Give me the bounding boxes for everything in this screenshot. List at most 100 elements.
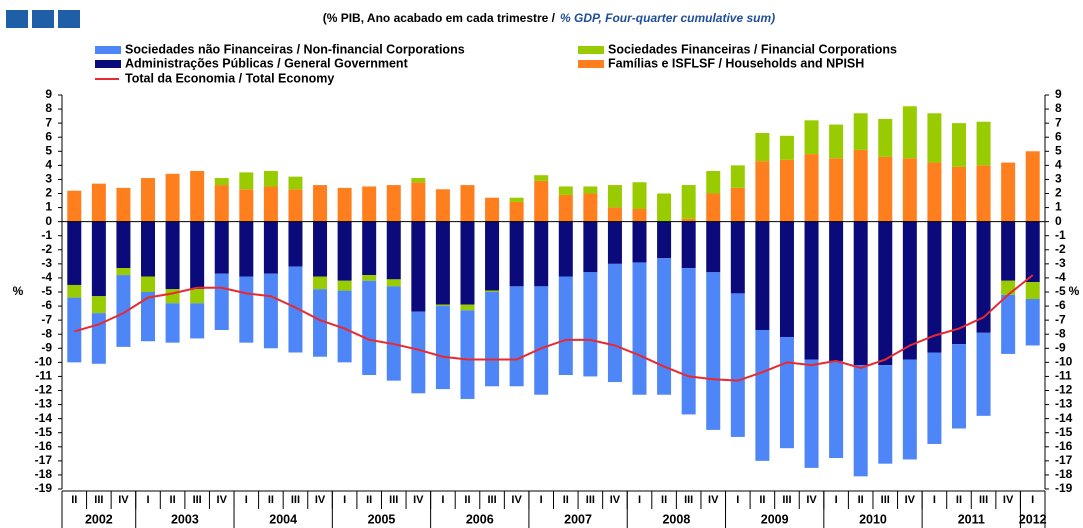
bar (337, 280, 352, 291)
bar (509, 201, 524, 222)
y-tick-label: -18 (35, 467, 53, 481)
y2-tick-label: -16 (1055, 439, 1073, 453)
y2-tick-label: -3 (1055, 256, 1066, 270)
y-tick-label: -3 (41, 256, 52, 270)
bar (607, 185, 622, 208)
bar (460, 221, 475, 305)
bar (755, 132, 770, 162)
y-tick-label: 0 (45, 214, 52, 228)
y-axis-label: % (13, 284, 24, 298)
bar (411, 311, 426, 394)
year-label: 2012 (1019, 512, 1047, 526)
bar (1025, 299, 1040, 346)
y-tick-label: 1 (45, 200, 52, 214)
y-tick-label: 5 (45, 143, 52, 157)
bar (902, 158, 917, 222)
bar (313, 289, 328, 357)
y-tick-label: 8 (45, 101, 52, 115)
bar (509, 221, 524, 287)
x-tick-label: II (170, 494, 176, 506)
bar (853, 149, 868, 222)
bar (165, 173, 180, 222)
legend-label: Famílias e ISFLSF / Households and NPISH (608, 56, 864, 70)
bar (804, 221, 819, 360)
bar (534, 221, 549, 287)
bar (853, 221, 868, 366)
logo-square (58, 10, 80, 28)
y2-tick-label: 2 (1055, 186, 1062, 200)
y-tick-label: -4 (41, 270, 52, 284)
bar (141, 292, 156, 342)
x-tick-label: IV (511, 494, 522, 506)
bar (485, 290, 500, 292)
y2-tick-label: -14 (1055, 411, 1073, 425)
y2-tick-label: -13 (1055, 397, 1073, 411)
bar (632, 221, 647, 263)
bar (288, 189, 303, 222)
bar (435, 221, 450, 305)
bar (779, 135, 794, 160)
bar (632, 182, 647, 209)
y-tick-label: -1 (41, 228, 52, 242)
y-tick-label: -13 (35, 397, 53, 411)
bar (976, 332, 991, 416)
bar (141, 178, 156, 222)
year-label: 2010 (859, 512, 887, 526)
bar (1025, 151, 1040, 222)
bar (976, 121, 991, 166)
bar (951, 166, 966, 222)
total-line (74, 274, 1034, 382)
bar (386, 185, 401, 222)
bar (706, 193, 721, 222)
bar (583, 193, 598, 222)
bar (779, 159, 794, 222)
bar (755, 329, 770, 461)
y-tick-label: 4 (45, 158, 52, 172)
bar (67, 297, 82, 363)
bar (362, 275, 377, 281)
y2-tick-label: 4 (1055, 158, 1062, 172)
y-tick-label: 7 (45, 115, 52, 129)
bar (558, 194, 573, 222)
bar (657, 193, 672, 222)
bar (829, 158, 844, 222)
y2-tick-label: -1 (1055, 228, 1066, 242)
y-tick-label: -19 (35, 481, 53, 495)
legend-label: Sociedades Financeiras / Financial Corpo… (608, 42, 897, 56)
bar (141, 276, 156, 292)
bar (927, 221, 942, 353)
bar (190, 221, 205, 290)
bar (583, 221, 598, 273)
x-tick-label: I (933, 494, 936, 506)
legend-swatch (95, 60, 121, 68)
x-tick-label: IV (1003, 494, 1014, 506)
x-tick-label: I (343, 494, 346, 506)
x-tick-label: II (366, 494, 372, 506)
bar (435, 306, 450, 390)
bar (288, 221, 303, 267)
bar (91, 221, 106, 297)
y2-tick-label: 9 (1055, 87, 1062, 101)
bar (706, 221, 721, 273)
x-tick-label: III (979, 494, 988, 506)
bar (804, 120, 819, 155)
bar (67, 284, 82, 298)
y2-tick-label: 3 (1055, 172, 1062, 186)
bar (681, 218, 696, 222)
bar (878, 365, 893, 464)
bar (141, 221, 156, 277)
bar (607, 221, 622, 264)
logo-square (6, 10, 28, 28)
bar (337, 221, 352, 281)
legend-label: Administrações Públicas / General Govern… (125, 56, 409, 70)
x-tick-label: III (193, 494, 202, 506)
bar (583, 186, 598, 194)
x-tick-label: II (563, 494, 569, 506)
x-tick-label: III (782, 494, 791, 506)
x-tick-label: II (759, 494, 765, 506)
y-tick-label: -10 (35, 355, 53, 369)
bar (460, 304, 475, 311)
x-tick-label: I (441, 494, 444, 506)
y-tick-label: 6 (45, 129, 52, 143)
y2-tick-label: 5 (1055, 143, 1062, 157)
